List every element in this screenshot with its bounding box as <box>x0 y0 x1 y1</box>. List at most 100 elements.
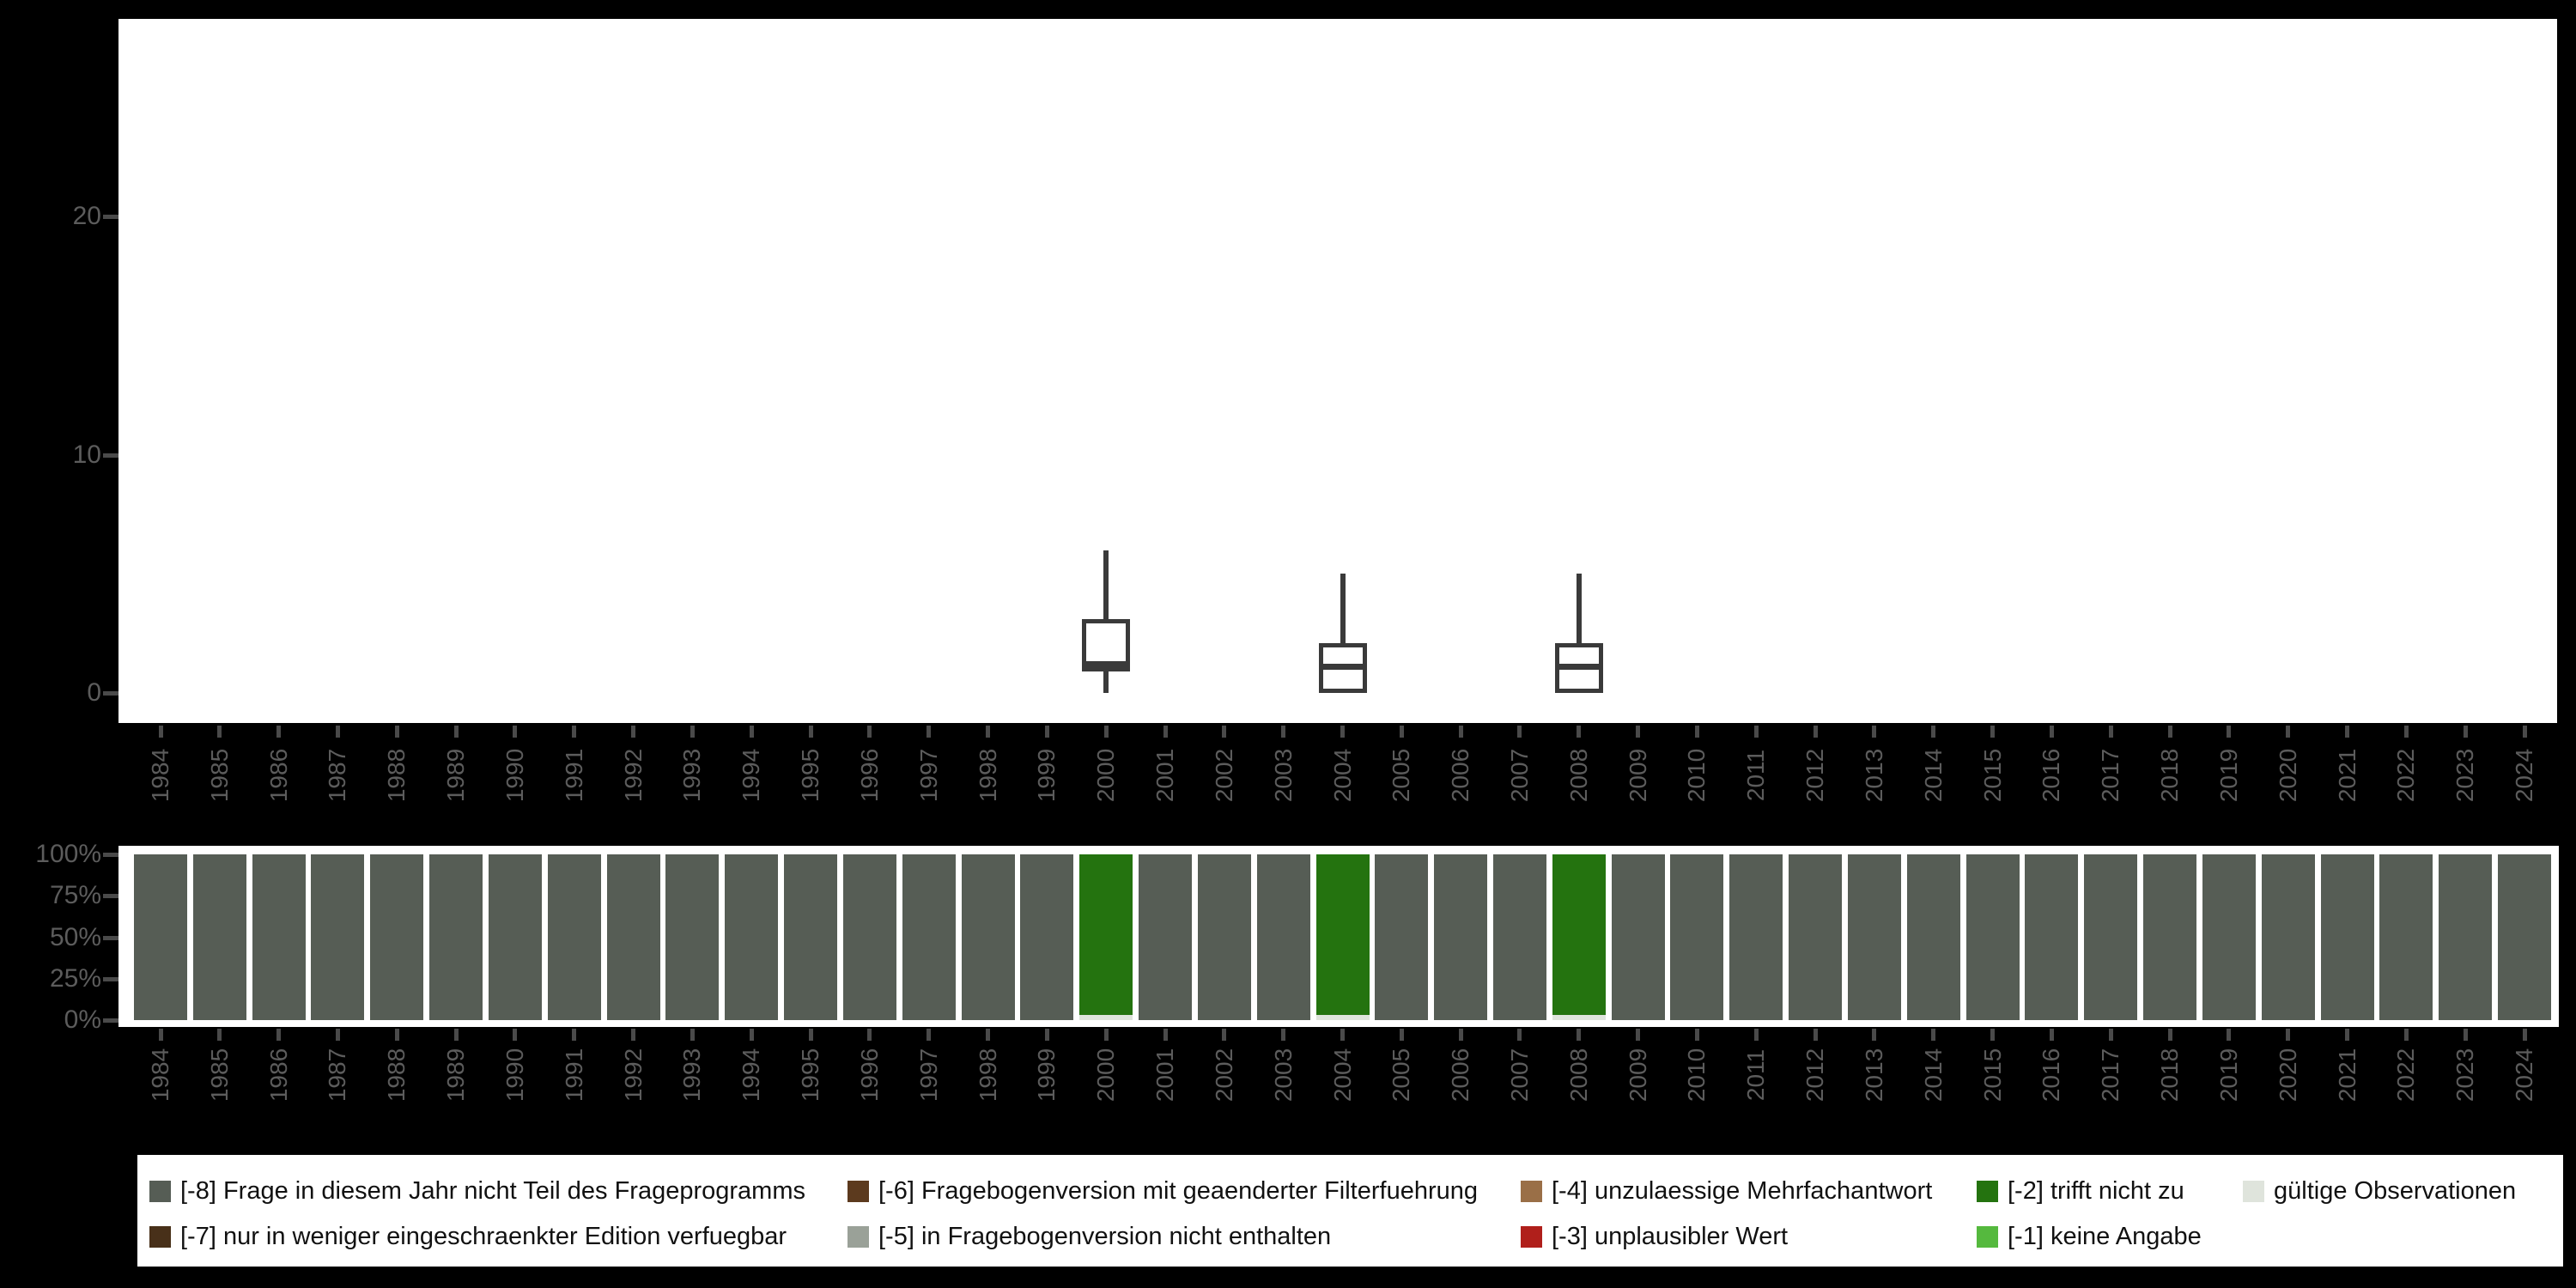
x-tick-label-text: 2007 <box>1505 1048 1533 1103</box>
x-axis-tick <box>2345 1029 2350 1041</box>
x-tick-label-text: 2001 <box>1151 1048 1179 1103</box>
x-axis-tick <box>1399 1029 1404 1041</box>
x-axis-tick <box>513 726 518 738</box>
bar-segment <box>2084 854 2138 1020</box>
x-tick-label-text: 1993 <box>678 1048 706 1103</box>
x-tick-label-text: 1997 <box>914 1048 942 1103</box>
y-axis-tick <box>103 853 118 857</box>
y-axis-tick <box>103 935 118 940</box>
x-tick-label-text: 2008 <box>1564 1048 1592 1103</box>
x-tick-label-text: 2004 <box>1328 748 1356 803</box>
x-axis-tick <box>1517 726 1522 738</box>
x-tick-label-text: 1995 <box>797 748 824 803</box>
x-axis-tick <box>1222 1029 1227 1041</box>
bar-segment <box>1256 854 1310 1020</box>
x-axis-tick <box>1872 726 1877 738</box>
x-tick-label-text: 1990 <box>501 1048 528 1103</box>
x-axis-tick <box>1517 1029 1522 1041</box>
legend-swatch-icon <box>2243 1180 2264 1202</box>
x-axis-tick <box>1163 1029 1168 1041</box>
y-axis-tick <box>103 453 118 458</box>
x-tick-label-text: 1988 <box>383 748 410 803</box>
x-tick-label-text: 2021 <box>2333 1048 2360 1103</box>
x-tick-label-text: 2018 <box>2156 748 2184 803</box>
legend-swatch-icon <box>1977 1180 1998 1202</box>
bar-segment <box>547 854 601 1020</box>
bar-segment <box>1965 854 2020 1020</box>
x-tick-label-text: 2017 <box>2097 748 2124 803</box>
bar-segment <box>1079 1015 1133 1020</box>
x-tick-label-text: 2021 <box>2333 748 2360 803</box>
bar-segment <box>1906 854 1960 1020</box>
x-axis-tick <box>808 1029 813 1041</box>
bar-segment <box>429 854 483 1020</box>
x-axis-tick <box>572 1029 577 1041</box>
x-tick-label-text: 2003 <box>1269 1048 1297 1103</box>
x-axis-tick <box>1163 726 1168 738</box>
bar-segment <box>1139 854 1193 1020</box>
x-axis-tick <box>276 726 282 738</box>
x-axis-tick <box>2522 726 2527 738</box>
x-tick-label-text: 1999 <box>1033 1048 1060 1103</box>
legend-item: [-8] Frage in diesem Jahr nicht Teil des… <box>149 1177 805 1205</box>
x-tick-label-text: 2005 <box>1388 1048 1415 1103</box>
x-axis-tick <box>2227 726 2232 738</box>
y-tick-label: 0% <box>64 1005 101 1034</box>
bar-segment <box>2498 854 2551 1020</box>
legend-label: [-3] unplausibler Wert <box>1552 1222 1789 1250</box>
bar-segment <box>1789 854 1843 1020</box>
y-tick-label: 50% <box>49 922 101 951</box>
x-tick-label-text: 1993 <box>678 748 706 803</box>
legend-item: [-2] trifft nicht zu <box>1977 1177 2184 1205</box>
bar-segment <box>665 854 720 1020</box>
x-axis-tick <box>1694 726 1699 738</box>
bar-segment <box>2320 854 2374 1020</box>
legend-swatch-icon <box>149 1180 171 1202</box>
bar-segment <box>252 854 306 1020</box>
x-axis-tick <box>335 1029 340 1041</box>
upper-whisker <box>1103 550 1109 619</box>
x-tick-label-text: 2024 <box>2511 1048 2537 1103</box>
x-axis-tick <box>1990 726 1996 738</box>
upper-whisker <box>1576 574 1582 643</box>
x-tick-label-text: 2022 <box>2392 748 2420 803</box>
bar-segment <box>961 854 1015 1020</box>
legend-label: [-2] trifft nicht zu <box>2008 1176 2184 1205</box>
x-axis-tick <box>2049 726 2054 738</box>
x-axis-tick <box>217 1029 222 1041</box>
x-tick-label-text: 1998 <box>974 1048 1001 1103</box>
x-axis-tick <box>1753 1029 1759 1041</box>
bar-segment <box>311 854 365 1020</box>
x-tick-label-text: 1986 <box>264 748 292 803</box>
x-axis-tick <box>1458 726 1463 738</box>
x-axis-tick <box>1044 1029 1049 1041</box>
x-tick-label-text: 2013 <box>1860 1048 1887 1103</box>
boxplot-panel <box>118 19 2557 723</box>
x-axis-tick <box>690 726 695 738</box>
y-tick-label: 20 <box>72 202 101 231</box>
bar-segment <box>1197 854 1251 1020</box>
x-axis-tick <box>808 726 813 738</box>
x-axis-tick <box>2108 726 2113 738</box>
x-tick-label-text: 2016 <box>2038 748 2065 803</box>
x-axis-tick <box>927 1029 932 1041</box>
bar-segment <box>1729 854 1783 1020</box>
bar-segment <box>134 854 187 1020</box>
x-axis-tick <box>1399 726 1404 738</box>
x-tick-label-text: 2020 <box>2274 1048 2301 1103</box>
x-tick-label-text: 2011 <box>1742 749 1770 802</box>
x-tick-label-text: 2015 <box>1978 748 2006 803</box>
bar-segment <box>2025 854 2079 1020</box>
legend-label: [-5] in Fragebogenversion nicht enthalte… <box>878 1222 1332 1250</box>
x-axis-tick <box>986 1029 991 1041</box>
legend-label: [-6] Fragebogenversion mit geaenderter F… <box>878 1176 1478 1205</box>
x-tick-label-text: 1986 <box>264 1048 292 1103</box>
bar-segment <box>370 854 424 1020</box>
bar-segment <box>1611 854 1665 1020</box>
x-tick-label-text: 2020 <box>2274 748 2301 803</box>
bar-segment <box>2439 854 2493 1020</box>
x-axis-tick <box>749 726 754 738</box>
x-tick-label-text: 2010 <box>1683 1048 1710 1103</box>
legend-swatch-icon <box>848 1225 869 1248</box>
x-tick-label-text: 2001 <box>1151 748 1179 803</box>
